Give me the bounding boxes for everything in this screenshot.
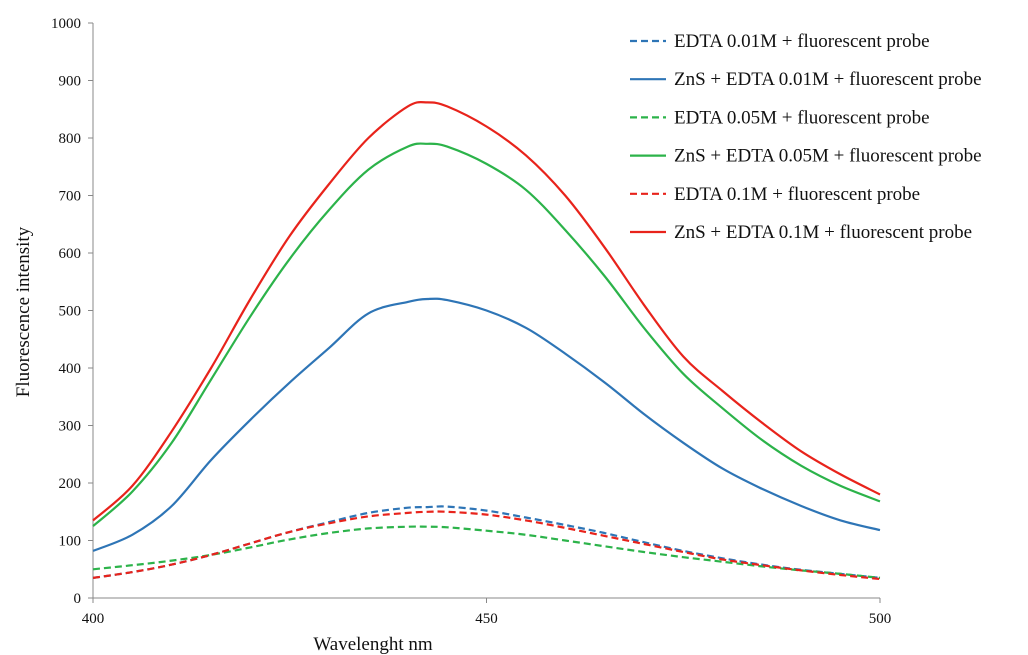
y-axis-title: Fluorescence intensity [13, 226, 34, 397]
x-axis-ticks: 400 450 500 [82, 598, 892, 627]
y-tick-label: 500 [59, 304, 82, 320]
y-tick-label: 100 [59, 534, 82, 550]
y-tick-label: 600 [59, 246, 82, 262]
y-tick-label: 300 [59, 419, 82, 435]
x-tick-label: 400 [82, 611, 105, 627]
series-line-6 [92, 100, 881, 522]
y-axis-ticks: 0 100 200 300 400 500 600 700 800 900 1000 [51, 16, 93, 607]
legend-label-4: ZnS + EDTA 0.05M + fluorescent probe [674, 146, 982, 167]
legend: EDTA 0.01M + fluorescent probe ZnS + EDTA… [618, 24, 1026, 246]
x-axis-title: Wavelenght nm [313, 634, 433, 655]
legend-label-2: ZnS + EDTA 0.01M + fluorescent probe [674, 69, 982, 90]
y-tick-label: 800 [59, 131, 82, 147]
y-tick-label: 400 [59, 361, 82, 377]
y-tick-label: 900 [59, 74, 82, 90]
series-line-5 [92, 510, 881, 581]
legend-label-1: EDTA 0.01M + fluorescent probe [674, 31, 930, 52]
x-tick-label: 500 [869, 611, 892, 627]
legend-box [618, 24, 1026, 246]
y-tick-label: 700 [59, 189, 82, 205]
legend-label-5: EDTA 0.1M + fluorescent probe [674, 184, 920, 205]
y-tick-label: 200 [59, 476, 82, 492]
x-tick-label: 450 [475, 611, 498, 627]
y-tick-label: 0 [74, 591, 82, 607]
series-line-3 [92, 525, 881, 579]
legend-label-3: EDTA 0.05M + fluorescent probe [674, 107, 930, 128]
legend-label-6: ZnS + EDTA 0.1M + fluorescent probe [674, 222, 972, 243]
y-tick-label: 1000 [51, 16, 81, 32]
series-line-2 [92, 297, 881, 552]
series-line-4 [92, 142, 881, 527]
series-lines [92, 100, 881, 581]
